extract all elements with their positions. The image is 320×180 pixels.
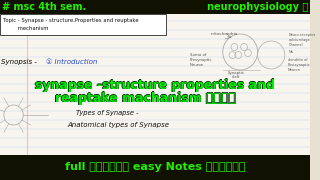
Bar <box>0 155 310 180</box>
Text: reaptake machanism 🔥🔥🔥📐: reaptake machanism 🔥🔥🔥📐 <box>55 91 236 104</box>
Text: synapse -structure properties and: synapse -structure properties and <box>36 78 276 91</box>
Text: synapse -structure properties and: synapse -structure properties and <box>35 78 275 91</box>
Text: synapse -structure properties and: synapse -structure properties and <box>35 78 275 91</box>
Bar <box>0 0 310 14</box>
Text: mechanism: mechanism <box>3 26 48 30</box>
Text: full हिन्दी easy Notes 🔥📓📓🔥🔥🔥: full हिन्दी easy Notes 🔥📓📓🔥🔥🔥 <box>65 162 245 172</box>
Text: neurophysiology 🔥: neurophysiology 🔥 <box>207 2 308 12</box>
Text: mitochondria: mitochondria <box>211 32 238 36</box>
FancyBboxPatch shape <box>1 14 166 35</box>
Text: Neuro-receptor
colcium/age
Channel: Neuro-receptor colcium/age Channel <box>289 33 316 47</box>
Text: reaptake machanism 🔥🔥🔥📐: reaptake machanism 🔥🔥🔥📐 <box>55 92 236 105</box>
Text: Synopsis -: Synopsis - <box>1 59 37 65</box>
Text: ① Introduction: ① Introduction <box>46 59 98 65</box>
Text: # msc 4th sem.: # msc 4th sem. <box>2 2 86 12</box>
Text: Na: Na <box>289 50 293 54</box>
Text: synapse -structure properties and: synapse -structure properties and <box>35 78 275 91</box>
Text: synapse -structure properties and: synapse -structure properties and <box>35 79 275 92</box>
Text: Types of Synapse -: Types of Synapse - <box>76 110 138 116</box>
Text: reaptake machanism 🔥🔥🔥📐: reaptake machanism 🔥🔥🔥📐 <box>55 91 236 105</box>
Text: Anatomical types of Synapse: Anatomical types of Synapse <box>68 122 170 128</box>
Text: reaptake machanism 🔥🔥🔥📐: reaptake machanism 🔥🔥🔥📐 <box>55 91 236 105</box>
Text: Soma of
Presynaptic
Neuron: Soma of Presynaptic Neuron <box>190 53 212 67</box>
Text: reaptake machanism 🔥🔥🔥📐: reaptake machanism 🔥🔥🔥📐 <box>54 91 235 105</box>
Text: Synaptic
cleft: Synaptic cleft <box>228 71 245 79</box>
Text: dendrite of
Postsynaptic
Neuron: dendrite of Postsynaptic Neuron <box>288 58 310 72</box>
Text: Topic - Synapse - structure,Properties and reuptake: Topic - Synapse - structure,Properties a… <box>3 17 139 22</box>
